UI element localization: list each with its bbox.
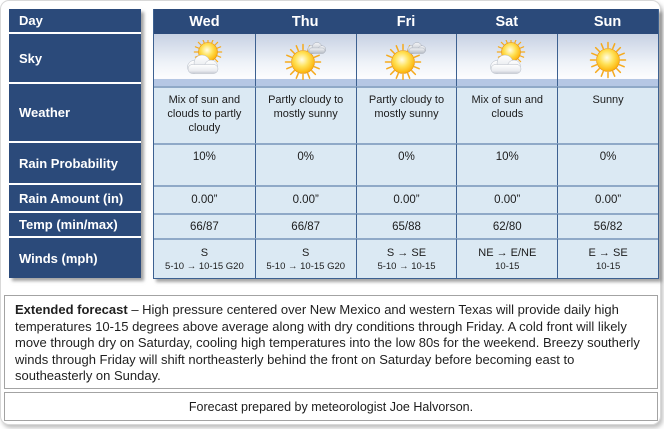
day-header: Wed: [154, 9, 255, 34]
rain-probability-cell: 0%: [557, 143, 658, 185]
day-header: Sun: [557, 9, 658, 34]
temp-cell: 62/80: [456, 213, 558, 238]
sky-cell: [154, 34, 255, 86]
row-label-rain-amount-in: Rain Amount (in): [9, 185, 141, 213]
temp-cell: 66/87: [254, 213, 356, 238]
temp-cell: 66/87: [154, 213, 255, 238]
row-label-sky: Sky: [9, 34, 141, 84]
winds-cell: NE → E/NE 10-15: [456, 238, 558, 279]
winds-direction: NE → E/NE: [478, 246, 537, 259]
sky-cell: [456, 34, 558, 86]
winds-cell: S → SE 5-10 → 10-15: [355, 238, 457, 279]
row-label-winds-mph: Winds (mph): [19, 250, 98, 266]
footer-credit: Forecast prepared by meteorologist Joe H…: [4, 392, 658, 421]
rain-amount-cell: 0.00”: [557, 185, 658, 213]
forecast-table: Wed Thu Fri Sat Sun Mix of sun and clouds to …: [153, 9, 659, 279]
row-labels-column: Day Sky Weather Rain Probability Rain Amount…: [9, 9, 141, 278]
weather-cell: Partly cloudy to mostly sunny: [355, 86, 457, 143]
day-header: Thu: [254, 9, 356, 34]
sun-small-cloud-icon: [377, 40, 435, 80]
winds-direction: S → SE: [386, 246, 427, 259]
day-header: Fri: [355, 9, 457, 34]
rain-probability-cell: 0%: [254, 143, 356, 185]
weather-cell: Mix of sun and clouds to partly cloudy: [154, 86, 255, 143]
winds-speed: 5-10 → 10-15 G20: [266, 260, 346, 272]
rain-amount-cell: 0.00”: [254, 185, 356, 213]
temp-cell: 56/82: [557, 213, 658, 238]
sun-small-cloud-icon: [277, 40, 335, 80]
extended-forecast-box: Extended forecast – High pressure center…: [4, 295, 658, 389]
row-label-day: Day: [9, 9, 141, 34]
sun-behind-clouds-icon: [175, 40, 233, 80]
winds-direction: S: [302, 246, 310, 259]
rain-amount-cell: 0.00”: [456, 185, 558, 213]
sky-cell: [557, 34, 658, 86]
weather-cell: Mix of sun and clouds: [456, 86, 558, 143]
row-label-weather: Weather: [9, 84, 141, 143]
winds-direction: E → SE: [588, 246, 628, 259]
winds-speed: 5-10 → 10-15 G20: [165, 260, 244, 272]
sun-behind-clouds-icon: [478, 40, 536, 80]
weather-cell: Sunny: [557, 86, 658, 143]
sunny-icon: [579, 40, 637, 80]
weather-cell: Partly cloudy to mostly sunny: [254, 86, 356, 143]
rain-probability-cell: 0%: [355, 143, 457, 185]
day-header: Sat: [456, 9, 558, 34]
row-label-temp-min-max: Temp (min/max): [9, 213, 141, 238]
rain-probability-cell: 10%: [456, 143, 558, 185]
sky-cell: [355, 34, 457, 86]
winds-cell: S 5-10 → 10-15 G20: [254, 238, 356, 279]
winds-cell: S 5-10 → 10-15 G20: [154, 238, 255, 279]
winds-speed: 5-10 → 10-15: [377, 260, 436, 272]
row-label-rain-probability: Rain Probability: [9, 143, 141, 185]
rain-amount-cell: 0.00”: [355, 185, 457, 213]
winds-direction: S: [200, 246, 209, 259]
temp-cell: 65/88: [355, 213, 457, 238]
winds-cell: E → SE 10-15: [557, 238, 658, 279]
extended-forecast-heading: Extended forecast: [15, 302, 128, 317]
rain-probability-cell: 10%: [154, 143, 255, 185]
extended-forecast-text: – High pressure centered over New Mexico…: [15, 302, 640, 384]
winds-speed: 10-15: [595, 260, 621, 272]
sky-cell: [254, 34, 356, 86]
winds-speed: 10-15: [495, 260, 520, 272]
rain-amount-cell: 0.00”: [154, 185, 255, 213]
